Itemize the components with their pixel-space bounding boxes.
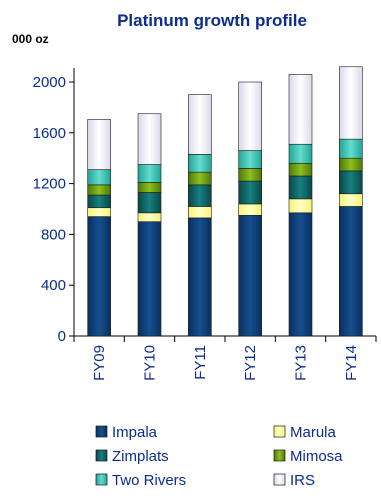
bar-two-rivers	[188, 154, 212, 173]
bar-marula	[238, 203, 262, 216]
bar-mimosa	[288, 162, 313, 177]
bar-impala	[238, 215, 262, 337]
bar-irs	[87, 119, 111, 170]
bars	[87, 66, 363, 337]
x-tick-label: FY11	[192, 345, 209, 380]
bar-zimplats	[188, 184, 212, 207]
y-tick-label: 800	[41, 226, 66, 243]
bar-irs	[137, 113, 162, 165]
bar-mimosa	[339, 157, 363, 172]
bar-impala	[137, 221, 162, 337]
bar-impala	[339, 206, 363, 337]
bar-zimplats	[238, 180, 262, 205]
legend-swatch-impala	[95, 425, 108, 438]
legend-label-zimplats: Zimplats	[112, 448, 169, 465]
bar-marula	[288, 198, 313, 214]
y-tick-label: 1600	[33, 125, 66, 142]
y-tick-label: 400	[41, 277, 66, 294]
legend-swatch-marula	[273, 425, 286, 438]
bar-impala	[288, 212, 313, 337]
x-tick-label: FY13	[293, 345, 310, 381]
bar-two-rivers	[238, 150, 262, 169]
bar-mimosa	[87, 184, 111, 196]
legend: Impala Marula Zimplats Mimosa Two Rivers IRS	[95, 424, 343, 489]
bar-zimplats	[87, 194, 111, 209]
bar-marula	[137, 212, 162, 222]
legend-label-mimosa: Mimosa	[290, 448, 343, 465]
bar-zimplats	[288, 175, 313, 200]
legend-swatch-irs	[273, 473, 286, 486]
x-tick-label: FY10	[142, 345, 159, 381]
bar-zimplats	[339, 170, 363, 195]
bar-two-rivers	[288, 143, 313, 164]
legend-label-irs: IRS	[290, 472, 315, 489]
bar-two-rivers	[87, 169, 111, 186]
y-tick-label: 0	[58, 328, 66, 345]
bar-marula	[188, 206, 212, 219]
legend-swatch-two-rivers	[95, 473, 108, 486]
bar-impala	[87, 216, 111, 337]
bar-mimosa	[238, 168, 262, 182]
x-tick-label: FY12	[242, 345, 259, 381]
legend-label-two-rivers: Two Rivers	[112, 472, 186, 489]
bar-mimosa	[137, 182, 162, 193]
chart-title: Platinum growth profile	[117, 11, 307, 30]
bar-marula	[339, 193, 363, 207]
x-tick-label: FY09	[91, 345, 108, 381]
bar-irs	[339, 66, 363, 140]
x-tick-label: FY14	[343, 345, 360, 381]
bar-irs	[238, 81, 262, 151]
y-tick-label: 2000	[33, 74, 66, 91]
bar-mimosa	[188, 171, 212, 186]
bar-two-rivers	[339, 138, 363, 159]
unit-label: 000 oz	[12, 32, 49, 46]
bar-marula	[87, 207, 111, 217]
y-axis: 0 400 800 1200 1600 2000	[33, 68, 75, 345]
x-axis: FY09 FY10 FY11 FY12 FY13 FY14	[73, 335, 377, 381]
legend-swatch-mimosa	[273, 449, 286, 462]
legend-label-marula: Marula	[290, 424, 337, 441]
bar-irs	[288, 74, 313, 145]
bar-two-rivers	[137, 164, 162, 183]
legend-swatch-zimplats	[95, 449, 108, 462]
bar-irs	[188, 94, 212, 155]
bar-impala	[188, 217, 212, 337]
y-tick-label: 1200	[33, 176, 66, 193]
bar-zimplats	[137, 192, 162, 214]
legend-label-impala: Impala	[112, 424, 158, 441]
